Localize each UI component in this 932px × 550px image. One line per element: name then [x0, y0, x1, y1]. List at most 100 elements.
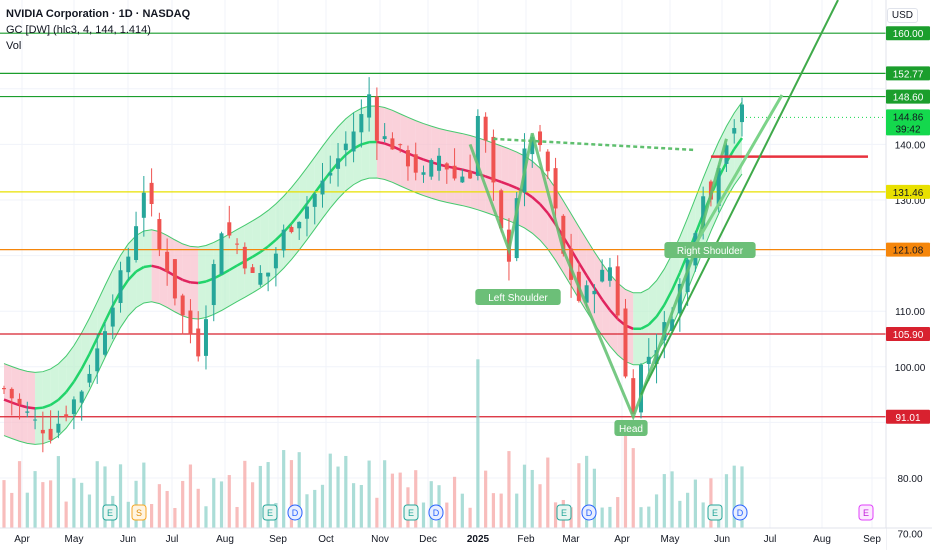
channel-mid	[27, 406, 36, 410]
price-tick: 70.00	[897, 530, 922, 541]
candle-body	[102, 331, 107, 355]
volume-bar	[188, 464, 193, 528]
candle-body	[2, 388, 6, 390]
volume-bar	[484, 470, 488, 528]
event-marker-label: E	[107, 508, 113, 518]
price-axis-bg	[886, 0, 932, 550]
candle-body	[514, 198, 519, 259]
volume-bar	[522, 464, 527, 528]
time-tick: May	[661, 534, 680, 545]
volume-bar	[344, 455, 348, 528]
volume-label[interactable]: Vol	[6, 40, 22, 52]
volume-bar	[460, 493, 464, 528]
volume-bar	[282, 450, 286, 528]
event-marker	[732, 504, 748, 521]
head-label: Head	[619, 424, 643, 435]
pattern-drawings: Left Shoulder Head Right Shoulder	[468, 0, 868, 436]
candle-body	[87, 373, 92, 383]
channel-mid	[508, 183, 518, 190]
candle-body	[437, 155, 442, 171]
channel-mid	[585, 274, 596, 289]
candle-body	[685, 259, 690, 293]
time-tick: Jun	[714, 534, 730, 545]
volume-bar	[142, 462, 146, 528]
time-axis-bg	[0, 528, 886, 550]
channel-mid	[593, 287, 604, 301]
volume-bar	[421, 502, 426, 528]
indicator-label[interactable]: GC [DW] (hlc3, 4, 144, 1.414)	[6, 24, 151, 36]
channel-mid	[65, 380, 75, 393]
level-tag: 131.46	[893, 188, 924, 199]
channel-mid	[19, 404, 28, 409]
candle-body	[421, 172, 426, 175]
candle-body	[48, 428, 53, 440]
event-marker-label: E	[712, 508, 718, 518]
candle-body	[227, 222, 232, 236]
price-axis[interactable]: 70.0080.00100.00110.00130.00140.00170.00…	[885, 0, 932, 550]
right-shoulder-label: Right Shoulder	[677, 246, 744, 257]
volume-bar	[118, 464, 123, 528]
currency-button[interactable]: USD	[886, 8, 918, 23]
volume-bar	[468, 507, 472, 528]
channel-mid	[546, 212, 557, 226]
candle-body	[180, 295, 185, 316]
volume-bar	[266, 462, 270, 528]
time-tick: Aug	[216, 534, 234, 545]
time-tick: Jun	[120, 534, 136, 545]
candle-body	[631, 378, 636, 415]
event-marker	[102, 504, 118, 521]
volume-bar	[103, 466, 107, 528]
volume-bar	[328, 453, 332, 528]
candle-body	[615, 266, 620, 316]
candle-body	[64, 414, 69, 417]
volume-bar	[530, 469, 534, 528]
volume-bar	[398, 472, 402, 528]
candle-body	[382, 136, 387, 140]
candle-body	[250, 267, 255, 273]
candle-body	[149, 182, 154, 205]
volume-bar	[289, 460, 294, 528]
time-tick: Dec	[419, 534, 437, 545]
candle-body	[312, 193, 317, 207]
event-marker-label: D	[737, 508, 744, 518]
volume-bar	[250, 482, 255, 528]
channel-mid	[34, 406, 43, 410]
volume-bar	[686, 492, 690, 528]
volume-bar	[709, 478, 713, 528]
channel-lower	[3, 173, 743, 445]
time-axis[interactable]: Apr May Jun Jul Aug Sep Oct Nov Dec 2025 Feb Mar Apr…	[0, 527, 932, 550]
symbol-title[interactable]: NVIDIA Corporation · 1D · NASDAQ	[6, 8, 191, 20]
trend-line-lower	[640, 0, 839, 396]
volume-bar	[670, 471, 674, 528]
channel-mid	[663, 289, 674, 306]
volume-bar	[56, 456, 60, 528]
volume-bar	[25, 492, 29, 528]
volume-bar	[546, 457, 550, 528]
last-price-value: 144.86	[893, 112, 924, 123]
channel-mid	[376, 140, 385, 145]
volume-bar	[134, 480, 138, 528]
candle-body	[561, 215, 566, 254]
channel-mid	[72, 368, 83, 383]
price-tick: 130.00	[895, 196, 926, 207]
level-tag-bg	[886, 66, 930, 81]
volume-bar	[49, 480, 53, 528]
event-marker-label: E	[267, 508, 273, 518]
candle-body	[172, 259, 177, 299]
volume-bar	[383, 460, 387, 528]
candle-body	[530, 137, 535, 155]
volume-bar	[17, 461, 22, 528]
volume-bar	[623, 420, 628, 528]
candle-body	[266, 272, 271, 277]
candle-body	[157, 219, 162, 250]
channel-mid	[601, 298, 611, 311]
volume-bar	[452, 476, 457, 528]
candle-body	[273, 253, 278, 269]
head-label-bg	[614, 420, 648, 436]
candle-body	[351, 131, 356, 152]
candle-body	[429, 160, 434, 177]
event-marker-label: E	[863, 508, 869, 518]
level-lines	[0, 32, 886, 418]
event-marker-label: E	[408, 508, 414, 518]
